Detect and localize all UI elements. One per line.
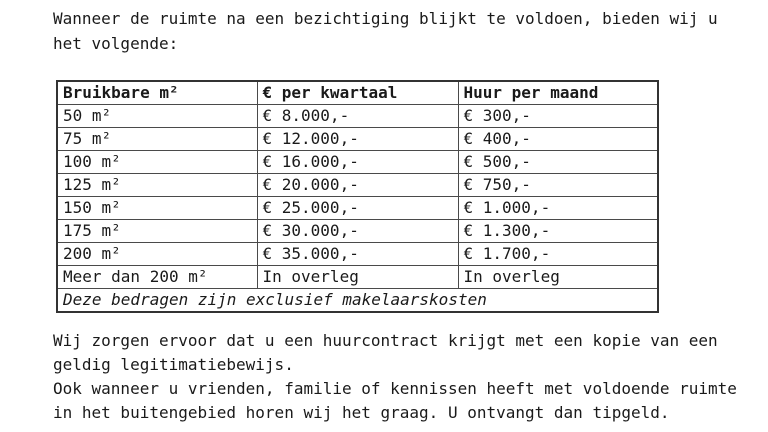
table-note-row: Deze bedragen zijn exclusief makelaarsko…	[56, 288, 659, 313]
table-row: 200 m² € 35.000,- € 1.700,-	[56, 242, 659, 266]
cell-size: 125 m²	[56, 173, 258, 197]
intro-paragraph: Wanneer de ruimte na een bezichtiging bl…	[53, 9, 718, 53]
cell-size: 200 m²	[56, 242, 258, 266]
cell-month-price: € 1.700,-	[457, 242, 659, 266]
cell-size: 100 m²	[56, 150, 258, 174]
cell-quarter-price: € 35.000,-	[256, 242, 459, 266]
cell-size: 75 m²	[56, 127, 258, 151]
cell-size: 50 m²	[56, 104, 258, 128]
col-header-per-kwartaal: € per kwartaal	[256, 80, 459, 105]
cell-month-price: € 750,-	[457, 173, 659, 197]
cell-month-price: € 1.000,-	[457, 196, 659, 220]
table-row: 125 m² € 20.000,- € 750,-	[56, 173, 659, 197]
table-row: 100 m² € 16.000,- € 500,-	[56, 150, 659, 174]
cell-quarter-price: € 20.000,-	[256, 173, 459, 197]
table-row: Meer dan 200 m² In overleg In overleg	[56, 265, 659, 289]
cell-quarter-price: € 16.000,-	[256, 150, 459, 174]
col-header-bruikbare-m2: Bruikbare m²	[56, 80, 258, 105]
cell-month-price: € 500,-	[457, 150, 659, 174]
cell-size: Meer dan 200 m²	[56, 265, 258, 289]
table-header-row: Bruikbare m² € per kwartaal Huur per maa…	[56, 80, 659, 105]
cell-quarter-price: In overleg	[256, 265, 459, 289]
col-header-huur-per-maand: Huur per maand	[457, 80, 659, 105]
cell-size: 175 m²	[56, 219, 258, 243]
cell-size: 150 m²	[56, 196, 258, 220]
cell-month-price: € 400,-	[457, 127, 659, 151]
table-note: Deze bedragen zijn exclusief makelaarsko…	[56, 288, 659, 313]
cell-quarter-price: € 8.000,-	[256, 104, 459, 128]
table-row: 150 m² € 25.000,- € 1.000,-	[56, 196, 659, 220]
price-table: Bruikbare m² € per kwartaal Huur per maa…	[56, 80, 659, 313]
cell-quarter-price: € 12.000,-	[256, 127, 459, 151]
cell-month-price: In overleg	[457, 265, 659, 289]
table-row: 75 m² € 12.000,- € 400,-	[56, 127, 659, 151]
cell-quarter-price: € 25.000,-	[256, 196, 459, 220]
table-row: 175 m² € 30.000,- € 1.300,-	[56, 219, 659, 243]
cell-month-price: € 300,-	[457, 104, 659, 128]
cell-quarter-price: € 30.000,-	[256, 219, 459, 243]
outro-paragraph: Wij zorgen ervoor dat u een huurcontract…	[53, 331, 737, 422]
table-row: 50 m² € 8.000,- € 300,-	[56, 104, 659, 128]
cell-month-price: € 1.300,-	[457, 219, 659, 243]
